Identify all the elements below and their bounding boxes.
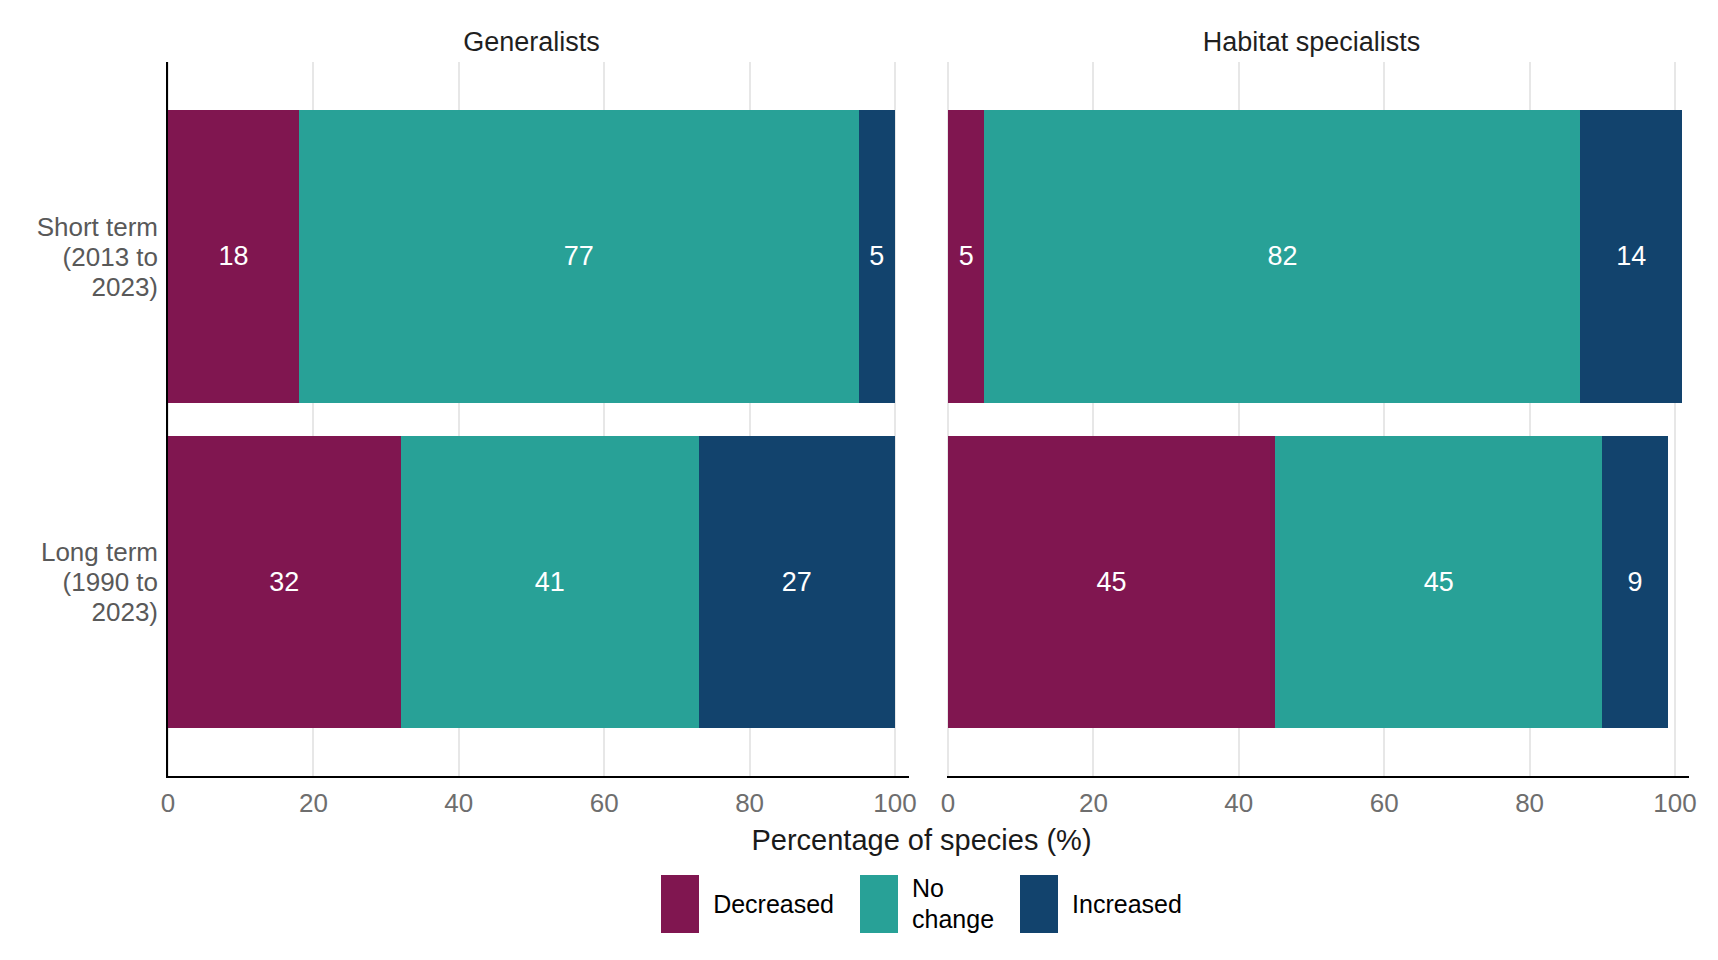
x-tick-label: 60 bbox=[1342, 788, 1426, 819]
bar-value-label: 45 bbox=[1097, 567, 1127, 598]
bar-value-label: 32 bbox=[269, 567, 299, 598]
bar-value-label: 14 bbox=[1616, 241, 1646, 272]
x-tick-label: 0 bbox=[906, 788, 990, 819]
legend-swatch-increased bbox=[1020, 875, 1058, 933]
y-category-label-short-term-2013-to-2023: Short term (2013 to 2023) bbox=[0, 212, 158, 302]
panel-habitat-specialists: 5 82 14 45 45 9 bbox=[948, 62, 1675, 777]
bar-segment-increased: 27 bbox=[699, 436, 895, 728]
x-tick-label: 0 bbox=[126, 788, 210, 819]
x-axis-line bbox=[167, 776, 909, 778]
bar-value-label: 18 bbox=[218, 241, 248, 272]
bar-segment-increased: 9 bbox=[1602, 436, 1667, 728]
x-tick-label: 20 bbox=[271, 788, 355, 819]
bar-segment-decreased: 45 bbox=[948, 436, 1275, 728]
bar-segment-no-change: 45 bbox=[1275, 436, 1602, 728]
bar-segment-increased: 14 bbox=[1580, 110, 1682, 403]
legend-item-decreased: Decreased bbox=[661, 875, 834, 933]
panel-title-habitat-specialists: Habitat specialists bbox=[1203, 27, 1421, 58]
bar-segment-increased: 5 bbox=[859, 110, 895, 403]
bar-value-label: 27 bbox=[782, 567, 812, 598]
bar-long-term-1990-to-2023: 45 45 9 bbox=[948, 436, 1668, 728]
bar-value-label: 45 bbox=[1424, 567, 1454, 598]
legend-label-no-change: No change bbox=[912, 873, 994, 935]
legend-item-increased: Increased bbox=[1020, 875, 1182, 933]
x-tick-label: 40 bbox=[1197, 788, 1281, 819]
legend-label-increased: Increased bbox=[1072, 889, 1182, 920]
legend-label-decreased: Decreased bbox=[713, 889, 834, 920]
bar-segment-decreased: 18 bbox=[168, 110, 299, 403]
panel-generalists: 18 77 5 32 41 27 bbox=[168, 62, 895, 777]
y-axis-line bbox=[166, 62, 168, 778]
bar-value-label: 5 bbox=[869, 241, 884, 272]
legend: Decreased No change Increased bbox=[168, 872, 1675, 936]
x-axis-line bbox=[947, 776, 1689, 778]
bar-short-term-2013-to-2023: 18 77 5 bbox=[168, 110, 895, 403]
bar-value-label: 77 bbox=[564, 241, 594, 272]
x-tick-label: 20 bbox=[1051, 788, 1135, 819]
legend-swatch-no-change bbox=[860, 875, 898, 933]
y-category-label-long-term-1990-to-2023: Long term (1990 to 2023) bbox=[0, 537, 158, 627]
panel-title-generalists: Generalists bbox=[463, 27, 600, 58]
legend-swatch-decreased bbox=[661, 875, 699, 933]
x-tick-label: 80 bbox=[1488, 788, 1572, 819]
bar-value-label: 5 bbox=[959, 241, 974, 272]
bar-value-label: 9 bbox=[1627, 567, 1642, 598]
legend-item-no-change: No change bbox=[860, 873, 994, 935]
bar-short-term-2013-to-2023: 5 82 14 bbox=[948, 110, 1682, 403]
bar-value-label: 41 bbox=[535, 567, 565, 598]
x-tick-label: 40 bbox=[417, 788, 501, 819]
x-tick-label: 100 bbox=[1633, 788, 1717, 819]
bar-segment-no-change: 77 bbox=[299, 110, 859, 403]
bar-segment-decreased: 32 bbox=[168, 436, 401, 728]
x-tick-label: 60 bbox=[562, 788, 646, 819]
bar-segment-no-change: 82 bbox=[984, 110, 1580, 403]
x-tick-label: 80 bbox=[708, 788, 792, 819]
bar-value-label: 82 bbox=[1267, 241, 1297, 272]
bar-long-term-1990-to-2023: 32 41 27 bbox=[168, 436, 895, 728]
bar-segment-no-change: 41 bbox=[401, 436, 699, 728]
stacked-bar-chart-figure: Percentage of species (%) Decreased No ch… bbox=[0, 0, 1718, 960]
bar-segment-decreased: 5 bbox=[948, 110, 984, 403]
x-axis-title: Percentage of species (%) bbox=[168, 824, 1675, 857]
